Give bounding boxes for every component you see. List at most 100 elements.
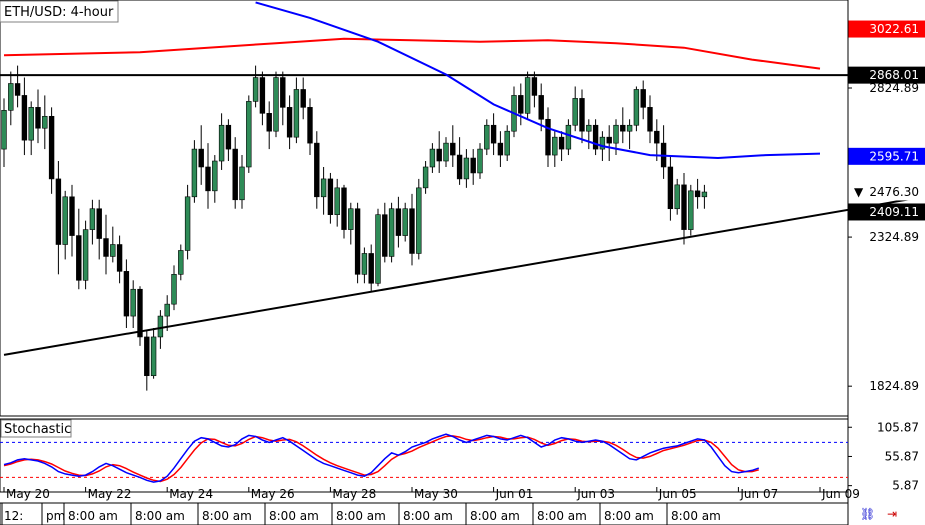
- candle: [35, 107, 41, 129]
- candle: [334, 187, 340, 215]
- candle: [368, 253, 374, 284]
- link-icon[interactable]: ⛓: [860, 507, 875, 521]
- candle: [402, 208, 408, 236]
- candle: [232, 148, 238, 201]
- candle: [76, 235, 82, 281]
- moving-average-blue: [255, 1, 821, 160]
- candle: [701, 191, 708, 198]
- date-label: May 24: [169, 487, 213, 501]
- indicator-label: Stochastic: [4, 422, 71, 437]
- candle: [348, 208, 354, 230]
- candle: [382, 214, 388, 257]
- time-label: 8:00 am: [68, 509, 118, 523]
- candle: [531, 77, 538, 96]
- candle: [103, 238, 109, 257]
- candle: [450, 142, 456, 156]
- candle: [395, 208, 402, 236]
- symbol-label-box: [0, 0, 119, 23]
- symbol-label: ETH/USD: 4-hour: [4, 5, 114, 20]
- candle: [375, 214, 381, 284]
- time-label: pm: [46, 509, 65, 523]
- candle: [14, 83, 21, 96]
- candle: [137, 288, 143, 338]
- candle: [477, 148, 483, 174]
- candle: [640, 89, 646, 108]
- stochastic-pane: [0, 418, 849, 493]
- candle: [8, 83, 14, 111]
- candle: [48, 115, 55, 180]
- candle: [62, 196, 68, 245]
- support-trendline[interactable]: [3, 182, 925, 356]
- candle: [361, 253, 368, 275]
- time-label: 12:: [4, 509, 23, 523]
- time-label: 8:00 am: [671, 509, 721, 523]
- price-tick-label: 1824.89: [869, 379, 919, 393]
- candle: [524, 77, 531, 114]
- price-tag: [848, 203, 925, 221]
- candle: [191, 148, 198, 198]
- candle: [82, 229, 89, 281]
- time-label: 8:00 am: [336, 509, 386, 523]
- candle: [212, 160, 218, 192]
- candle: [484, 124, 490, 150]
- price-tag-label: 2476.30: [869, 185, 919, 199]
- stochastic-tick-label: 105.87: [877, 420, 919, 434]
- candle: [599, 136, 606, 150]
- candle: [21, 95, 28, 141]
- candle: [225, 124, 232, 150]
- stochastic-tick-label: 5.87: [892, 479, 919, 493]
- price-tick-label: 2324.89: [869, 230, 919, 244]
- candle: [558, 136, 565, 150]
- candle: [620, 124, 626, 132]
- arrow-right-icon[interactable]: ⇥: [887, 507, 897, 521]
- candle: [613, 124, 619, 144]
- price-tick-label: 2824.89: [869, 81, 919, 95]
- price-tag-label: 2868.01: [869, 68, 919, 82]
- candle: [239, 166, 245, 201]
- candle: [388, 208, 395, 257]
- time-axis: [0, 502, 849, 525]
- candle: [252, 77, 259, 102]
- stochastic-k-line: [3, 433, 760, 483]
- candle: [96, 208, 102, 239]
- candle: [490, 124, 497, 144]
- candle: [184, 196, 191, 251]
- candle: [422, 166, 429, 189]
- date-label: May 26: [251, 487, 295, 501]
- time-label: 8:00 am: [604, 509, 654, 523]
- candle: [586, 124, 592, 132]
- date-label: Jun 01: [495, 487, 534, 501]
- candle: [592, 124, 599, 150]
- moving-average-red: [3, 37, 821, 70]
- candle: [518, 95, 524, 114]
- candle: [116, 244, 123, 272]
- price-tag: [848, 66, 925, 84]
- date-label: Jun 07: [739, 487, 778, 501]
- candle: [429, 148, 436, 168]
- candle: [42, 115, 48, 129]
- date-label: Jun 09: [821, 487, 860, 501]
- candle: [667, 166, 674, 210]
- candle: [694, 190, 701, 198]
- candle: [130, 288, 136, 317]
- candle: [470, 157, 476, 174]
- candle: [205, 166, 211, 192]
- candle: [341, 187, 347, 230]
- candle: [110, 244, 116, 257]
- stochastic-d-line: [3, 435, 759, 483]
- candle: [218, 124, 225, 162]
- candle: [157, 315, 164, 338]
- price-tag-label: 2409.11: [869, 205, 919, 219]
- candle: [545, 118, 551, 156]
- date-label: May 20: [6, 487, 50, 501]
- candle: [69, 196, 75, 236]
- price-tag: [848, 183, 925, 201]
- candle: [497, 142, 504, 156]
- candle: [354, 208, 361, 275]
- date-label: May 30: [414, 487, 458, 501]
- time-label: 8:00 am: [403, 509, 453, 523]
- time-label: 8:00 am: [269, 509, 319, 523]
- candle: [443, 142, 449, 162]
